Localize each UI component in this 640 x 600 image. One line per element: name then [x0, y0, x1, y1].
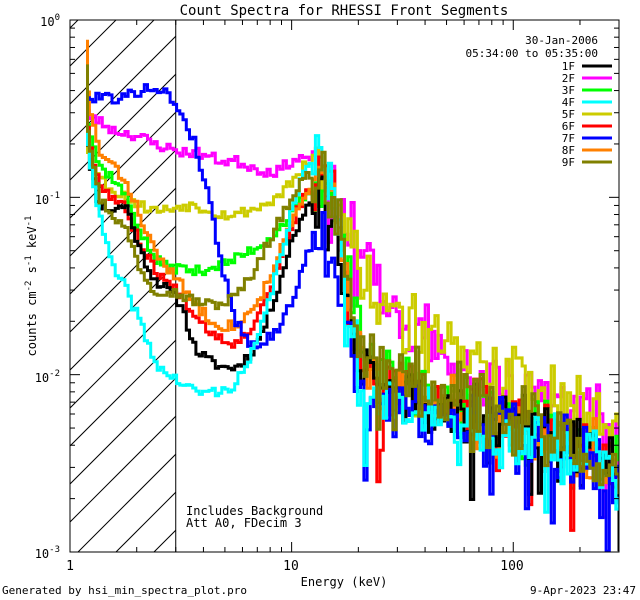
legend-label: 2F: [562, 72, 575, 85]
x-axis-label: Energy (keV): [301, 575, 388, 589]
x-tick-label-100: 100: [500, 559, 523, 574]
legend-label: 6F: [562, 120, 575, 133]
hatch-line: [70, 377, 176, 485]
hatch-line: [70, 111, 176, 219]
y-axis-label: counts cm-2 s-1 keV-1: [24, 216, 39, 357]
plot-frame: [69, 19, 620, 553]
legend-label: 9F: [562, 156, 575, 169]
y-tick-label-1: 100: [40, 13, 60, 29]
hatch-line: [0, 0, 90, 552]
hatch-line: [70, 415, 176, 523]
y-tick-label-0.01: 10-2: [35, 369, 60, 385]
annotation-background: Includes Background: [186, 504, 323, 518]
time-range-label: 05:34:00 to 05:35:00: [466, 47, 598, 60]
legend-label: 1F: [562, 60, 575, 73]
legend-label: 3F: [562, 84, 575, 97]
chart-title: Count Spectra for RHESSI Front Segments: [180, 3, 509, 19]
y-tick-label-0.001: 10-3: [35, 545, 60, 561]
legend-label: 5F: [562, 108, 575, 121]
axis-ticks: [69, 20, 620, 553]
legend-label: 8F: [562, 144, 575, 157]
series-line-9F: [86, 64, 619, 495]
hatch-line: [70, 20, 155, 105]
hatch-line: [70, 187, 176, 295]
hatch-line: [70, 149, 176, 257]
footer-generated-by: Generated by hsi_min_spectra_plot.pro: [2, 584, 247, 597]
annotation-attenuator: Att A0, FDecim 3: [186, 516, 302, 530]
x-tick-label-10: 10: [283, 559, 299, 574]
series-layer: [86, 39, 619, 552]
footer-timestamp: 9-Apr-2023 23:47: [530, 584, 636, 597]
date-label: 30-Jan-2006: [525, 34, 598, 47]
series-line-4F: [86, 89, 619, 514]
legend-label: 7F: [562, 132, 575, 145]
legend-label: 4F: [562, 96, 575, 109]
x-tick-label-1: 1: [66, 559, 74, 574]
series-line-5F: [86, 84, 619, 445]
series-line-7F: [86, 83, 619, 552]
legend: 1F 2F 3F 4F 5F 6F 7F 8F 9F: [562, 60, 612, 169]
y-tick-label-0.1: 10-1: [35, 191, 60, 207]
hatch-line: [70, 35, 176, 143]
hatch-line: [0, 0, 128, 552]
hatch-line: [70, 225, 176, 333]
hatch-line: [70, 20, 117, 67]
